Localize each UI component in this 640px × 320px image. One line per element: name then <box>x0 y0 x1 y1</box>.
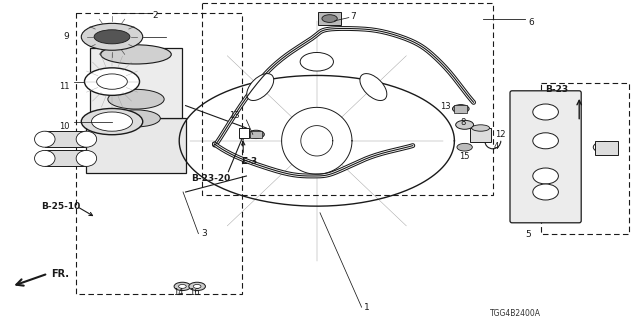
Text: 13: 13 <box>229 111 240 120</box>
Text: TGG4B2400A: TGG4B2400A <box>490 309 541 318</box>
Text: 6: 6 <box>528 18 534 27</box>
Bar <box>202 3 493 195</box>
Text: 1: 1 <box>364 303 369 312</box>
Ellipse shape <box>533 184 558 200</box>
Ellipse shape <box>247 74 274 100</box>
Ellipse shape <box>189 282 205 291</box>
Text: 14: 14 <box>173 288 183 297</box>
Bar <box>454 105 467 113</box>
Ellipse shape <box>94 30 130 44</box>
Text: E-3: E-3 <box>241 157 257 166</box>
Bar <box>76 13 242 294</box>
Ellipse shape <box>108 89 164 109</box>
Ellipse shape <box>35 150 55 166</box>
Bar <box>239 128 250 138</box>
Ellipse shape <box>248 130 264 139</box>
Text: 13: 13 <box>440 102 451 111</box>
Ellipse shape <box>81 23 143 50</box>
Ellipse shape <box>174 282 191 291</box>
Ellipse shape <box>179 284 186 288</box>
Text: 16: 16 <box>189 288 199 297</box>
Ellipse shape <box>322 15 337 22</box>
Ellipse shape <box>457 143 472 151</box>
Text: 10: 10 <box>59 122 69 131</box>
Ellipse shape <box>100 45 172 64</box>
Text: 5: 5 <box>525 230 531 239</box>
Text: 11: 11 <box>59 82 69 91</box>
Bar <box>595 141 618 155</box>
Bar <box>470 128 491 142</box>
Bar <box>250 131 262 138</box>
Text: FR.: FR. <box>51 269 69 279</box>
Text: 3: 3 <box>202 229 207 238</box>
Ellipse shape <box>81 108 143 135</box>
Ellipse shape <box>92 112 132 131</box>
Text: 15: 15 <box>460 152 470 161</box>
Bar <box>86 118 186 173</box>
Ellipse shape <box>193 284 201 288</box>
Bar <box>90 48 182 118</box>
Ellipse shape <box>84 68 140 95</box>
Ellipse shape <box>456 120 474 129</box>
Text: 8: 8 <box>461 118 466 127</box>
FancyBboxPatch shape <box>510 91 581 223</box>
Ellipse shape <box>360 74 387 100</box>
Bar <box>318 12 341 25</box>
Text: B-23-20: B-23-20 <box>191 174 230 183</box>
Text: 12: 12 <box>495 130 505 139</box>
Ellipse shape <box>452 105 469 113</box>
Text: 2: 2 <box>152 11 158 20</box>
Ellipse shape <box>112 110 160 127</box>
Ellipse shape <box>76 150 97 166</box>
Text: 4: 4 <box>494 142 499 151</box>
Text: 9: 9 <box>63 32 69 41</box>
Ellipse shape <box>533 133 558 149</box>
Ellipse shape <box>593 141 616 153</box>
Ellipse shape <box>97 74 127 89</box>
Text: 7: 7 <box>350 12 356 21</box>
Text: B-23: B-23 <box>545 85 568 94</box>
Ellipse shape <box>533 104 558 120</box>
Ellipse shape <box>35 131 55 147</box>
Bar <box>45 150 86 166</box>
Ellipse shape <box>472 125 490 131</box>
Bar <box>541 83 629 234</box>
Ellipse shape <box>533 168 558 184</box>
Ellipse shape <box>76 131 97 147</box>
Ellipse shape <box>300 52 333 71</box>
Bar <box>45 131 86 147</box>
Text: B-25-10: B-25-10 <box>42 202 81 211</box>
